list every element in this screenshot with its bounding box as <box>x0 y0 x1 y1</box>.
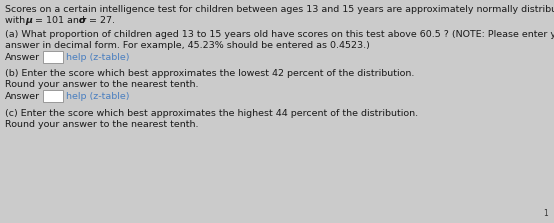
Text: Round your answer to the nearest tenth.: Round your answer to the nearest tenth. <box>5 80 198 89</box>
Text: with: with <box>5 16 28 25</box>
Text: = 101 and: = 101 and <box>32 16 88 25</box>
FancyBboxPatch shape <box>43 90 63 102</box>
Text: (c) Enter the score which best approximates the highest 44 percent of the distri: (c) Enter the score which best approxima… <box>5 109 418 118</box>
Text: help (z-table): help (z-table) <box>66 53 130 62</box>
FancyBboxPatch shape <box>43 51 63 63</box>
Text: answer in decimal form. For example, 45.23% should be entered as 0.4523.): answer in decimal form. For example, 45.… <box>5 41 370 50</box>
Text: σ: σ <box>79 16 86 25</box>
Text: help (z-table): help (z-table) <box>66 92 130 101</box>
Text: (a) What proportion of children aged 13 to 15 years old have scores on this test: (a) What proportion of children aged 13 … <box>5 30 554 39</box>
Text: = 27.: = 27. <box>86 16 115 25</box>
Text: Answer: Answer <box>5 92 40 101</box>
Text: Answer: Answer <box>5 53 40 62</box>
Text: 1: 1 <box>543 209 548 218</box>
Text: (b) Enter the score which best approximates the lowest 42 percent of the distrib: (b) Enter the score which best approxima… <box>5 69 414 78</box>
Text: Scores on a certain intelligence test for children between ages 13 and 15 years : Scores on a certain intelligence test fo… <box>5 5 554 14</box>
Text: Round your answer to the nearest tenth.: Round your answer to the nearest tenth. <box>5 120 198 129</box>
Text: μ: μ <box>25 16 32 25</box>
